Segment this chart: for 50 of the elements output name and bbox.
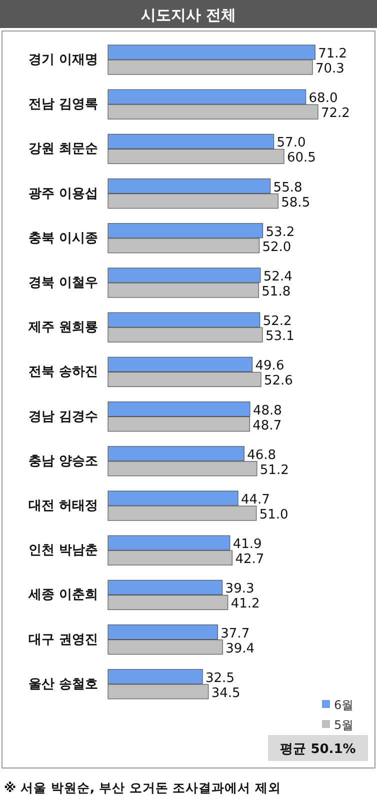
legend-label: 6월 — [334, 698, 354, 712]
data-label: 34.5 — [211, 686, 240, 701]
data-label: 37.7 — [220, 626, 250, 642]
y-tick-label: 경남 김경수 — [28, 409, 98, 424]
y-tick-label: 경기 이재명 — [28, 52, 98, 68]
y-tick-label: 대구 권영진 — [28, 632, 98, 648]
data-label: 48.8 — [252, 403, 282, 418]
data-label: 58.5 — [281, 195, 310, 210]
y-tick-label: 울산 송철호 — [28, 676, 98, 692]
data-label: 51.8 — [262, 284, 291, 300]
data-label: 53.2 — [266, 224, 295, 240]
y-tick-label: 전북 송하진 — [28, 364, 98, 380]
y-tick-label: 세종 이춘희 — [27, 588, 98, 603]
y-tick-label: 경북 이철우 — [28, 276, 98, 290]
data-label: 41.9 — [232, 537, 262, 552]
data-label: 39.3 — [225, 582, 254, 597]
y-tick-label: 광주 이용섭 — [28, 186, 98, 202]
data-label: 72.2 — [321, 106, 350, 122]
data-label: 57.0 — [276, 136, 306, 151]
data-label: 53.1 — [265, 329, 294, 344]
data-label: 39.4 — [226, 641, 255, 656]
data-label: 44.7 — [241, 492, 270, 508]
data-label: 52.2 — [262, 314, 292, 330]
data-label: 48.7 — [252, 418, 282, 434]
y-tick-label: 강원 최문순 — [28, 142, 98, 157]
y-tick-label: 충남 양승조 — [28, 454, 98, 469]
y-tick-label: 제주 원희룡 — [27, 320, 98, 336]
data-label: 41.2 — [230, 596, 260, 612]
data-label: 51.0 — [259, 508, 288, 522]
data-label: 60.5 — [286, 150, 316, 166]
data-label: 70.3 — [315, 62, 344, 76]
data-label: 49.6 — [255, 358, 284, 374]
data-label: 52.0 — [262, 240, 292, 255]
data-label: 71.2 — [318, 46, 348, 62]
data-label: 42.7 — [235, 552, 264, 568]
y-tick-label: 전남 김영록 — [28, 97, 98, 112]
y-tick-label: 충북 이시종 — [28, 230, 98, 246]
data-label: 52.4 — [263, 270, 292, 284]
data-label: 55.8 — [273, 180, 302, 196]
data-label: 52.6 — [264, 374, 293, 389]
y-tick-label: 대전 허태정 — [28, 498, 98, 514]
data-label: 32.5 — [206, 670, 234, 686]
data-label: 68.0 — [308, 91, 338, 106]
text: ※ 서울 박원순, 부산 오거돈 조사결과에서 제외 — [4, 780, 282, 795]
data-label: 51.2 — [260, 462, 289, 478]
chart-title: 시도지사 전체 — [140, 6, 236, 24]
text: 평균 50.1% — [280, 742, 356, 757]
data-label: 46.8 — [247, 448, 276, 463]
legend-label: 5월 — [334, 718, 354, 732]
y-tick-label: 인천 박남춘 — [28, 543, 98, 558]
